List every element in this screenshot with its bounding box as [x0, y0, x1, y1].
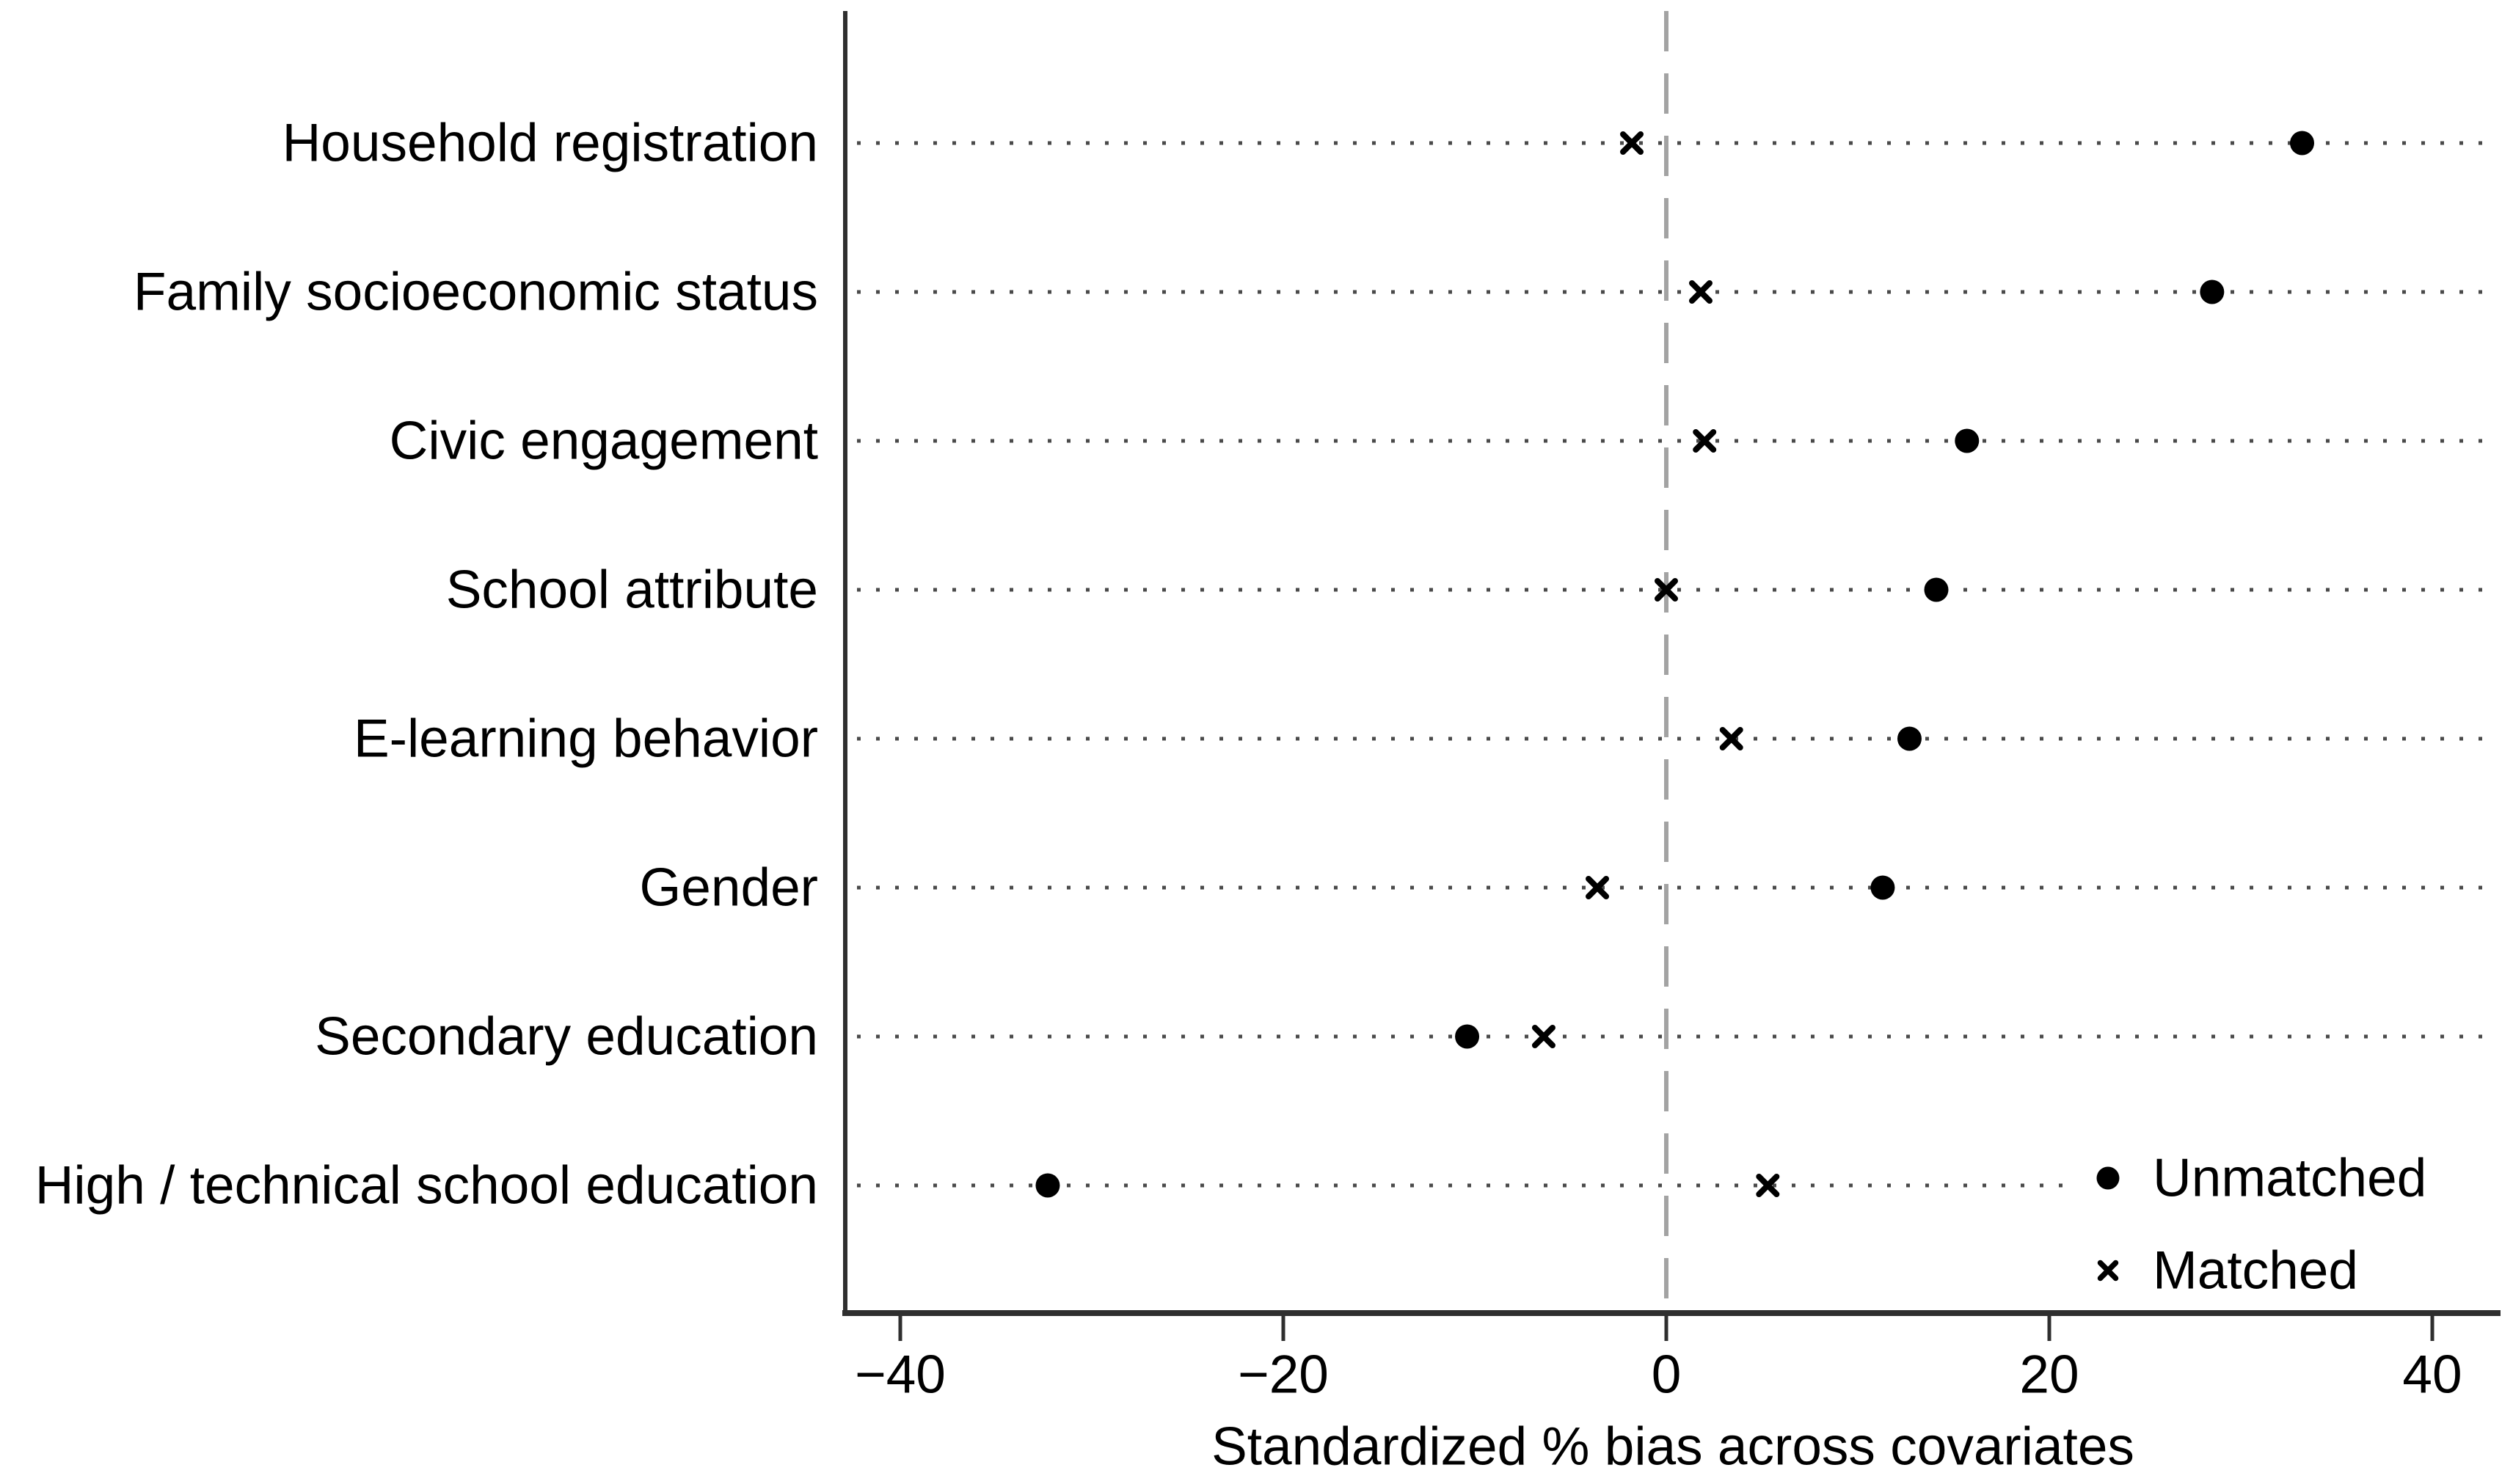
matched-marker-5 [1586, 876, 1610, 899]
unmatched-marker-5 [1870, 875, 1895, 900]
matched-marker-4 [1719, 727, 1743, 750]
matched-marker-0 [1620, 131, 1644, 155]
category-label-3: School attribute [446, 560, 818, 620]
x-axis-title: Standardized % bias across covariates [1211, 1417, 2134, 1477]
unmatched-marker-2 [1955, 428, 1980, 453]
legend-label-unmatched: Unmatched [2153, 1149, 2426, 1208]
unmatched-marker-0 [2290, 131, 2315, 156]
unmatched-marker-3 [1924, 577, 1949, 602]
legend-label-matched: Matched [2153, 1241, 2358, 1301]
unmatched-marker-6 [1455, 1024, 1480, 1049]
legend-matched-marker [2097, 1260, 2119, 1282]
matched-marker-7 [1756, 1174, 1780, 1197]
legend-background [2075, 1116, 2492, 1310]
x-tick-label--20: −20 [1238, 1345, 1329, 1405]
matched-marker-6 [1531, 1025, 1555, 1048]
category-label-4: E-learning behavior [354, 709, 818, 769]
category-label-0: Household registration [282, 114, 818, 173]
category-label-7: High / technical school education [35, 1156, 818, 1216]
x-tick-label-0: 0 [1652, 1345, 1682, 1405]
x-tick-label--40: −40 [855, 1345, 946, 1405]
matched-marker-1 [1688, 280, 1713, 304]
unmatched-marker-4 [1897, 726, 1922, 751]
category-label-5: Gender [640, 858, 819, 918]
matched-marker-3 [1655, 578, 1678, 602]
category-label-6: Secondary education [315, 1007, 818, 1067]
category-label-1: Family socioeconomic status [134, 263, 818, 322]
x-tick-label-20: 20 [2019, 1345, 2079, 1405]
legend-unmatched-marker [2096, 1166, 2120, 1190]
unmatched-marker-7 [1035, 1173, 1060, 1198]
unmatched-marker-1 [2200, 279, 2225, 304]
matched-marker-2 [1693, 429, 1717, 453]
category-label-2: Civic engagement [390, 412, 818, 471]
x-tick-label-40: 40 [2402, 1345, 2462, 1405]
